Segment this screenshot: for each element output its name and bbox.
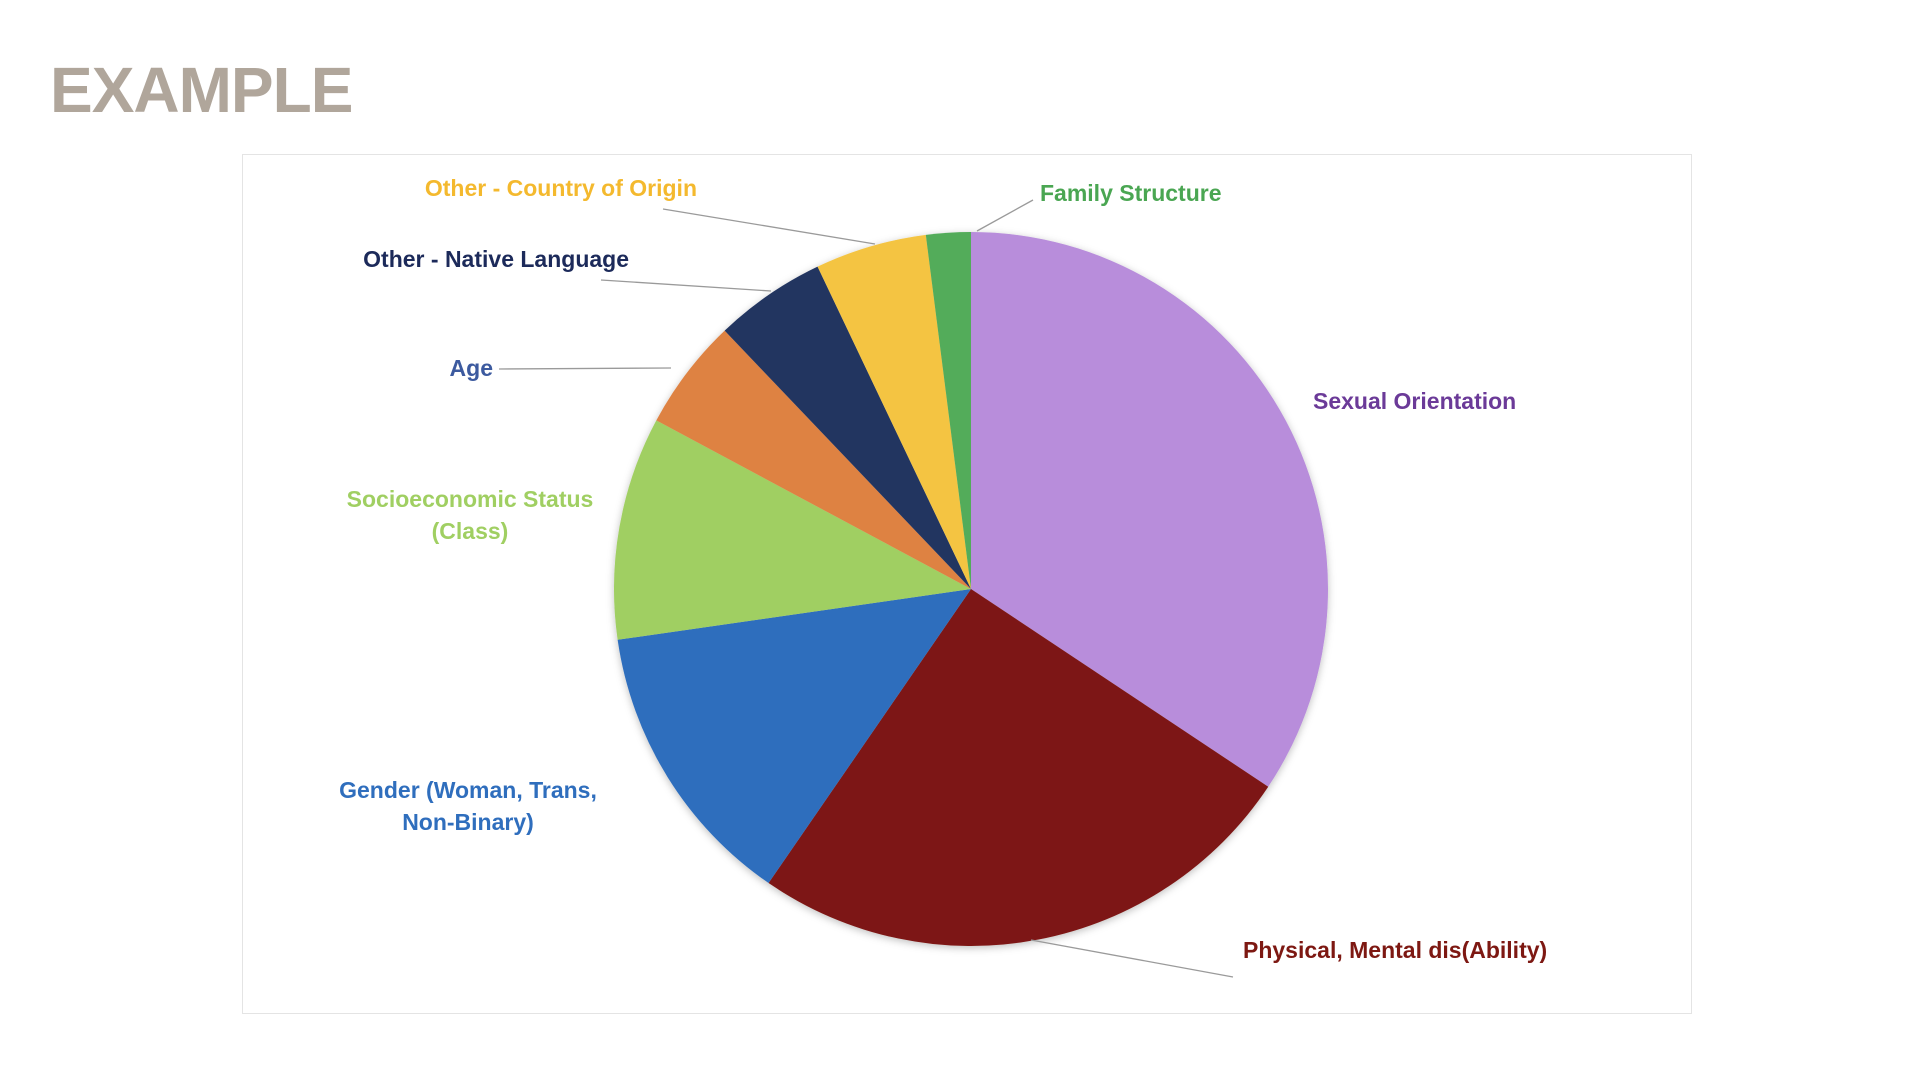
- pie-slice-sexual-orientation: [971, 232, 1329, 787]
- slide-title: EXAMPLE: [50, 54, 353, 126]
- leader-lines: [498, 199, 1234, 978]
- slice-label-sexual-orientation: Sexual Orientation: [1313, 388, 1516, 414]
- leader-line-other-native-language: [600, 279, 772, 292]
- slice-label-other-native-language: Other - Native Language: [363, 246, 629, 272]
- slice-label-gender-woman-trans-non-binary: Gender (Woman, Trans, Non-Binary): [339, 777, 597, 835]
- slice-label-physical-mental-dis-ability: Physical, Mental dis(Ability): [1243, 937, 1547, 963]
- slice-labels: Sexual Orientation Physical, Mental dis(A…: [339, 175, 1547, 963]
- pie-slice-other-country-of-origin: [817, 234, 971, 589]
- leader-line-other-country-of-origin: [662, 208, 876, 245]
- chart-area: Sexual Orientation Physical, Mental dis(A…: [242, 154, 1692, 1014]
- leader-line-family-structure: [976, 199, 1034, 232]
- slice-label-other-country-of-origin: Other - Country of Origin: [425, 175, 697, 201]
- leader-line-physical-mental-dis-ability: [1030, 939, 1234, 978]
- pie-slice-socioeconomic-status-class: [613, 420, 971, 640]
- pie-chart: Sexual Orientation Physical, Mental dis(A…: [339, 175, 1547, 978]
- pie-slice-age: [656, 330, 971, 589]
- slice-label-family-structure: Family Structure: [1040, 180, 1222, 206]
- pie-slice-other-native-language: [724, 266, 971, 589]
- leader-line-age: [498, 367, 672, 370]
- pie-slice-physical-mental-dis-ability: [768, 589, 1269, 946]
- pie-slices: [613, 232, 1329, 946]
- slice-label-socioeconomic-status-class: Socioeconomic Status (Class): [347, 486, 594, 544]
- pie-slice-gender-woman-trans-non-binary: [617, 589, 971, 884]
- pie-slice-family-structure: [925, 232, 971, 589]
- slice-label-age: Age: [450, 355, 493, 381]
